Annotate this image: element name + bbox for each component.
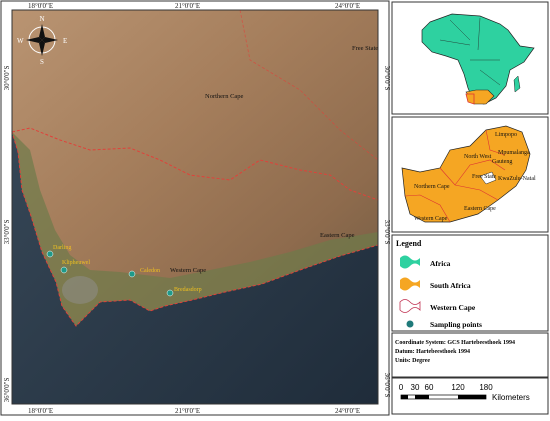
graticule-label: 24°0'0"E — [335, 2, 360, 10]
graticule-label: 21°0'0"E — [175, 2, 200, 10]
info-line: Coordinate System: GCS Hartebeesthoek 19… — [395, 340, 515, 346]
compass-label: N — [39, 15, 44, 23]
legend-label: Africa — [430, 259, 451, 268]
province-boundary — [239, 9, 379, 161]
province-label: Eastern Cape — [464, 206, 496, 212]
scale-label: 0 — [399, 383, 404, 392]
province-label: Limpopo — [495, 132, 517, 138]
scale-label: 180 — [479, 383, 493, 392]
graticule-label: 33°0'0"S — [383, 220, 391, 245]
site-label: Bredasdorp — [174, 287, 202, 293]
province-borders — [404, 129, 506, 223]
legend-label: South Africa — [430, 281, 471, 290]
graticule-label: 30°0'0"S — [3, 65, 11, 90]
compass-label: W — [17, 37, 24, 45]
region-label: Northern Cape — [205, 93, 244, 100]
scale-label: 60 — [425, 383, 434, 392]
sampling-point — [128, 270, 136, 278]
region-label: Free State — [352, 45, 378, 52]
graticule-label: 36°0'0"S — [383, 373, 391, 398]
map-neatline — [11, 9, 379, 405]
site-label: Caledon — [140, 268, 160, 274]
legend-label: Sampling points — [430, 320, 482, 329]
sampling-point — [166, 289, 174, 297]
scale-label: 30 — [411, 383, 420, 392]
western-cape — [465, 93, 475, 105]
info-frame — [391, 332, 549, 378]
scale-unit: Kilometers — [492, 393, 530, 402]
lesotho — [479, 171, 497, 185]
country-borders — [439, 17, 501, 86]
region-label: Western Cape — [170, 267, 206, 274]
sampling-point — [60, 266, 68, 274]
madagascar — [513, 75, 521, 93]
province-label: Mpumalanga — [498, 150, 530, 156]
scale-label: 120 — [451, 383, 465, 392]
compass-label: S — [40, 58, 44, 66]
graticule-label: 21°0'0"E — [175, 407, 200, 415]
info-line: Datum: Hartebeesthoek 1994 — [395, 349, 470, 355]
western-cape-boundary — [11, 127, 379, 327]
graticule-label: 24°0'0"E — [335, 407, 360, 415]
africa — [421, 13, 535, 105]
graticule-label: 33°0'0"S — [3, 219, 11, 244]
compass: N E S W — [17, 15, 67, 66]
south-africa-provinces — [401, 125, 531, 223]
land — [12, 10, 378, 326]
sampling-point — [46, 250, 54, 258]
legend-swatch — [406, 320, 414, 328]
coastal-vegetation — [12, 132, 378, 326]
graticule-label: 18°0'0"E — [28, 2, 53, 10]
info-line: Units: Degree — [395, 358, 430, 364]
site-label: Klipheuwel — [62, 260, 90, 266]
graticule-label: 36°0'0"S — [3, 377, 11, 402]
province-label: Gauteng — [492, 159, 512, 165]
city-area — [62, 276, 98, 304]
compass-label: E — [63, 37, 67, 45]
graticule-label: 30°0'0"S — [383, 66, 391, 91]
province-label: North West — [464, 154, 492, 160]
province-label: KwaZulu-Natal — [498, 176, 536, 182]
province-label: Western Cape — [414, 216, 448, 222]
graticule-label: 18°0'0"E — [28, 407, 53, 415]
scale-bar — [400, 394, 487, 400]
region-label: Eastern Cape — [320, 232, 355, 239]
legend-swatch — [399, 299, 421, 313]
legend-title: Legend — [396, 239, 422, 248]
legend-swatch — [400, 255, 420, 269]
province-label: Free State — [472, 174, 496, 180]
site-label: Darling — [53, 245, 71, 251]
legend-swatch — [400, 277, 420, 291]
legend-label: Western Cape — [430, 303, 476, 312]
province-label: Northern Cape — [414, 184, 450, 190]
